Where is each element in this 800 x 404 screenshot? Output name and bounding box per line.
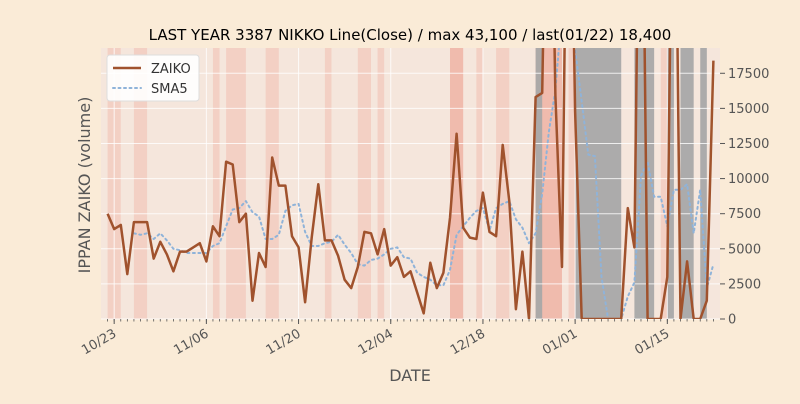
highlight-band: [634, 48, 655, 319]
highlight-band: [212, 48, 220, 319]
plot-area: [101, 48, 720, 320]
y-tick-label: 0: [728, 313, 736, 328]
highlight-bands: [107, 48, 707, 319]
y-tick-label: 10000: [728, 172, 769, 187]
highlight-band: [324, 48, 332, 319]
highlight-band: [377, 48, 385, 319]
y-tick-label: 5000: [728, 242, 761, 257]
chart-title: LAST YEAR 3387 NIKKO Line(Close) / max 4…: [149, 26, 672, 44]
highlight-band: [133, 48, 148, 319]
highlight-band: [535, 48, 543, 319]
y-tick-label: 7500: [728, 207, 761, 222]
sma5-line: [132, 48, 715, 319]
y-tick-label: 2500: [728, 277, 761, 292]
legend: ZAIKO SMA5: [106, 54, 200, 102]
highlight-band: [265, 48, 279, 319]
highlight-band: [667, 48, 674, 319]
highlight-band: [660, 48, 668, 319]
y-tick-label: 15000: [728, 102, 769, 117]
highlight-band: [476, 48, 483, 319]
legend-label: SMA5: [151, 82, 188, 97]
legend-label: ZAIKO: [151, 62, 191, 77]
y-tick-label: 17500: [728, 67, 769, 82]
series-lines: [106, 48, 715, 319]
zaiko-line: [106, 48, 715, 319]
highlight-band: [680, 48, 694, 319]
highlight-band: [568, 48, 576, 319]
y-axis-label: IPPAN ZAIKO (volume): [75, 97, 94, 274]
highlight-band: [700, 48, 707, 319]
y-tick-label: 12500: [728, 137, 769, 152]
highlight-band: [496, 48, 510, 319]
x-axis-label: DATE: [389, 366, 431, 385]
highlight-band: [357, 48, 371, 319]
highlight-band: [575, 48, 622, 319]
legend-box: [106, 54, 200, 102]
